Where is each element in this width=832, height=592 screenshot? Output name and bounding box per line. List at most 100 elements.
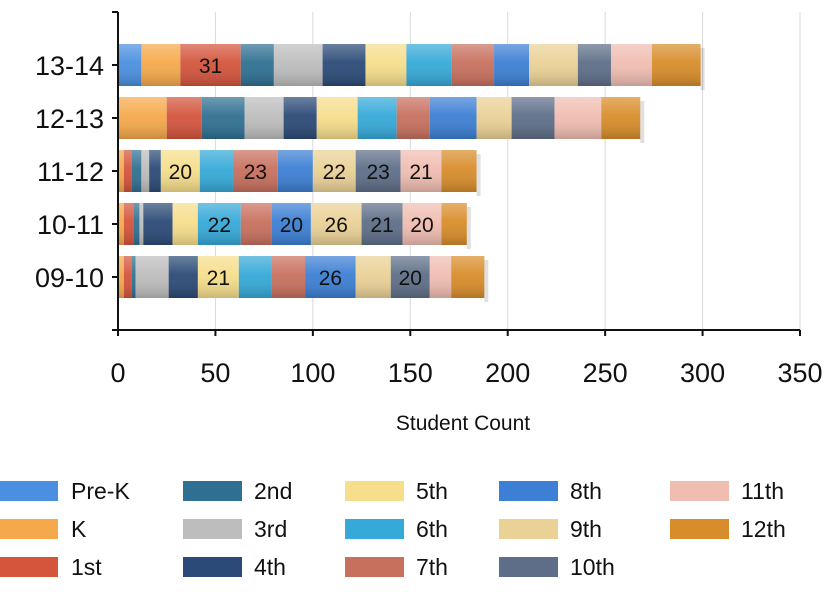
bar-sheen [402,203,442,245]
x-axis-title: Student Count [396,412,530,435]
bar-sheen [610,44,652,86]
bar-sheen [511,97,555,139]
bar-sheen [305,256,356,298]
bar-sheen [172,203,198,245]
bar-sheen [494,44,530,86]
legend-swatch [499,481,558,501]
bar-sheen [271,203,311,245]
bar-sheen [199,150,233,192]
bar-sheen [244,97,284,139]
bar-sheen [123,203,134,245]
legend-swatch [345,481,404,501]
bar-sheen [601,97,641,139]
bar-sheen [141,150,150,192]
legend-label: 4th [254,554,286,580]
y-tick-label: 09-10 [35,263,104,293]
bar-sheen [406,44,452,86]
y-tick-label: 11-12 [37,157,104,187]
legend-swatch [0,481,58,501]
axes: 0 50 100 150 200 250 300 350 13-14 12-13 11-12 10-1… [35,11,823,388]
legend-label: 5th [416,478,448,504]
bar-sheen [441,203,467,245]
x-tick-label: 100 [290,358,335,388]
bar-sheen [271,256,306,298]
legend-swatch [670,481,729,501]
bar-sheen [123,150,132,192]
bar-sheen [149,150,161,192]
bar-sheen [429,97,477,139]
data-label: 21 [207,267,230,290]
legend-label: 9th [570,516,602,542]
bar-sheen [529,44,578,86]
legend-label: 2nd [254,478,292,504]
x-tick-label: 350 [777,358,822,388]
bar-sheen [143,203,173,245]
legend-label: 12th [741,516,786,542]
legend-swatch [0,557,58,577]
data-label: 21 [370,214,393,237]
data-label: 20 [280,214,303,237]
bar-sheen [322,44,366,86]
bar-shadow [466,207,471,249]
bar-sheen [180,44,241,86]
bar-shadow [484,260,489,302]
bar-sheen [238,256,272,298]
x-tick-label: 150 [388,358,433,388]
bar-sheen [400,150,442,192]
legend-swatch [499,557,558,577]
data-label: 22 [323,161,346,184]
bars [118,44,705,302]
bar-sheen [168,256,198,298]
legend-swatch [183,481,242,501]
data-label: 31 [199,55,222,78]
bar-sheen [396,97,430,139]
y-tick-label: 13-14 [35,51,104,81]
bar-sheen [365,44,407,86]
bar-sheen [476,97,512,139]
bar-sheen [118,44,142,86]
bar-sheen [118,203,124,245]
bar-sheen [441,150,477,192]
bar-sheen [141,44,181,86]
bar-sheen [133,203,140,245]
data-label: 23 [366,161,389,184]
legend-label: 7th [416,554,448,580]
bar-sheen [240,203,272,245]
bar-shadow [640,101,645,143]
legend-swatch [499,519,558,539]
bar-shadow [476,154,481,196]
data-label: 23 [244,161,267,184]
x-tick-label: 50 [200,358,230,388]
bar-sheen [118,97,167,139]
legend-swatch [670,519,729,539]
bar-sheen [123,256,132,298]
bar-sheen [160,150,200,192]
legend-label: 3rd [254,516,287,542]
bar-sheen [118,150,124,192]
bar-sheen [131,256,136,298]
x-tick-label: 200 [485,358,530,388]
bar-sheen [277,150,313,192]
legend-label: Pre-K [71,478,130,504]
bar-sheen [135,256,169,298]
bar-shadow [700,48,705,90]
legend-label: 1st [71,554,102,580]
legend: Pre-K K 1st 2nd 3rd 4th 5th 6th 7th 8th 9th 10th 11t… [0,478,786,580]
bar-sheen [232,150,278,192]
legend-label: K [71,516,87,542]
bar-sheen [240,44,274,86]
legend-swatch [345,519,404,539]
bar-sheen [118,256,124,298]
bar-sheen [283,97,317,139]
bar-sheen [166,97,202,139]
data-label: 26 [325,214,348,237]
data-label: 26 [319,267,342,290]
bar-sheen [451,256,485,298]
legend-label: 6th [416,516,448,542]
data-label: 21 [409,161,432,184]
bar-sheen [355,256,391,298]
bar-sheen [651,44,701,86]
bar-sheen [390,256,430,298]
data-label: 20 [410,214,433,237]
